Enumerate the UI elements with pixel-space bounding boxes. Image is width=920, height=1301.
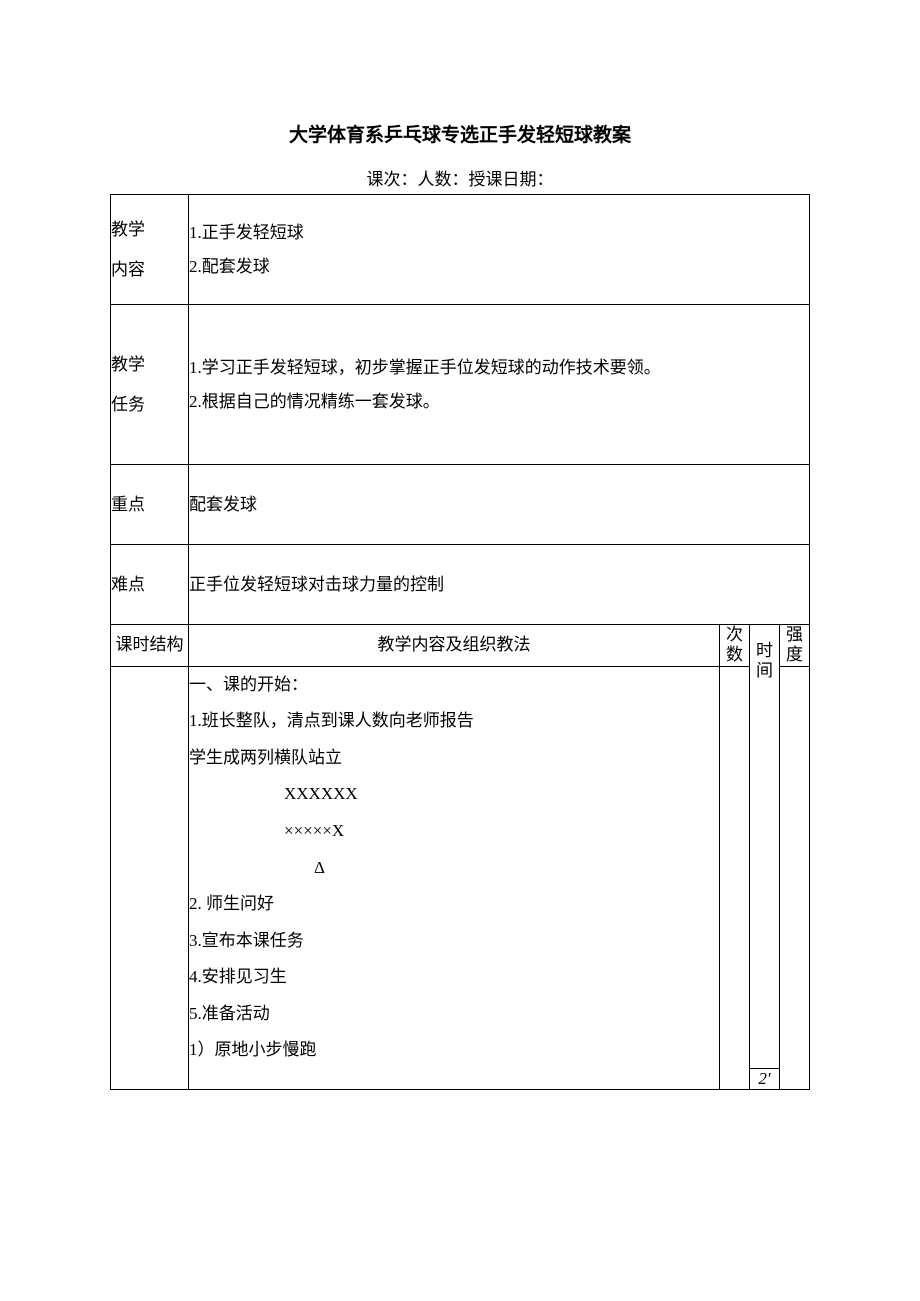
body-l7: 2. 师生问好 (189, 886, 719, 923)
tc-line1: 1.正手发轻短球 (189, 216, 809, 250)
tt-line2: 2.根据自己的情况精练一套发球。 (189, 385, 809, 419)
label-difficulty: 难点 (111, 545, 189, 625)
doc-subtitle: 课次：人数：授课日期： (110, 165, 810, 190)
label-teaching-task: 教学任务 (111, 305, 189, 465)
hdr-methods: 教学内容及组织教法 (189, 625, 720, 667)
label-text: 教学内容 (111, 220, 145, 278)
label-teaching-content: 教学内容 (111, 195, 189, 305)
row-difficulty: 难点 正手位发轻短球对击球力量的控制 (111, 545, 810, 625)
page: 大学体育系乒乓球专选正手发轻短球教案 课次：人数：授课日期： 教学内容 1.正手… (0, 0, 920, 1301)
lesson-table: 教学内容 1.正手发轻短球 2.配套发球 教学任务 1.学习正手发轻短球，初步掌… (110, 194, 810, 1090)
body-l10: 5.准备活动 (189, 996, 719, 1033)
label-text: 教学任务 (111, 355, 145, 413)
body-l11: 1）原地小步慢跑 (189, 1032, 719, 1069)
hdr-times: 次数 (720, 625, 750, 667)
hdr-structure: 课时结构 (111, 625, 189, 667)
body-l3: 学生成两列横队站立 (189, 740, 719, 777)
cell-intensity-body-2 (780, 1069, 810, 1090)
cell-teaching-task: 1.学习正手发轻短球，初步掌握正手位发短球的动作技术要领。 2.根据自己的情况精… (189, 305, 810, 465)
body-l8: 3.宣布本课任务 (189, 923, 719, 960)
tc-line2: 2.配套发球 (189, 250, 809, 284)
cell-intensity-body (780, 666, 810, 1069)
cell-teaching-content: 1.正手发轻短球 2.配套发球 (189, 195, 810, 305)
row-body: 一、课的开始： 1.班长整队，清点到课人数向老师报告 学生成两列横队站立 XXX… (111, 666, 810, 1069)
row-key-point: 重点 配套发球 (111, 465, 810, 545)
tt-line1: 1.学习正手发轻短球，初步掌握正手位发短球的动作技术要领。 (189, 351, 809, 385)
cell-times-body (720, 666, 750, 1069)
cell-key-point: 配套发球 (189, 465, 810, 545)
label-key-point: 重点 (111, 465, 189, 545)
hdr-duration: 时间 (750, 625, 780, 1069)
row-teaching-content: 教学内容 1.正手发轻短球 2.配套发球 (111, 195, 810, 305)
body-l5: ×××××X (189, 813, 719, 850)
body-l4: XXXXXX (189, 776, 719, 813)
cell-difficulty: 正手位发轻短球对击球力量的控制 (189, 545, 810, 625)
body-l1: 一、课的开始： (189, 667, 719, 704)
body-l2: 1.班长整队，清点到课人数向老师报告 (189, 703, 719, 740)
row-teaching-task: 教学任务 1.学习正手发轻短球，初步掌握正手位发短球的动作技术要领。 2.根据自… (111, 305, 810, 465)
cell-body-content-2 (189, 1069, 720, 1090)
cell-times-body-2 (720, 1069, 750, 1090)
cell-body-content: 一、课的开始： 1.班长整队，清点到课人数向老师报告 学生成两列横队站立 XXX… (189, 666, 720, 1069)
body-l6: Δ (189, 850, 719, 887)
cell-duration-body: 2' (750, 1069, 780, 1090)
row-body-2: 2' (111, 1069, 810, 1090)
cell-structure-body (111, 666, 189, 1069)
body-l9: 4.安排见习生 (189, 959, 719, 996)
cell-structure-body-2 (111, 1069, 189, 1090)
row-header: 课时结构 教学内容及组织教法 次数 时间 强度 (111, 625, 810, 667)
hdr-intensity: 强度 (780, 625, 810, 667)
doc-title: 大学体育系乒乓球专选正手发轻短球教案 (110, 120, 810, 147)
